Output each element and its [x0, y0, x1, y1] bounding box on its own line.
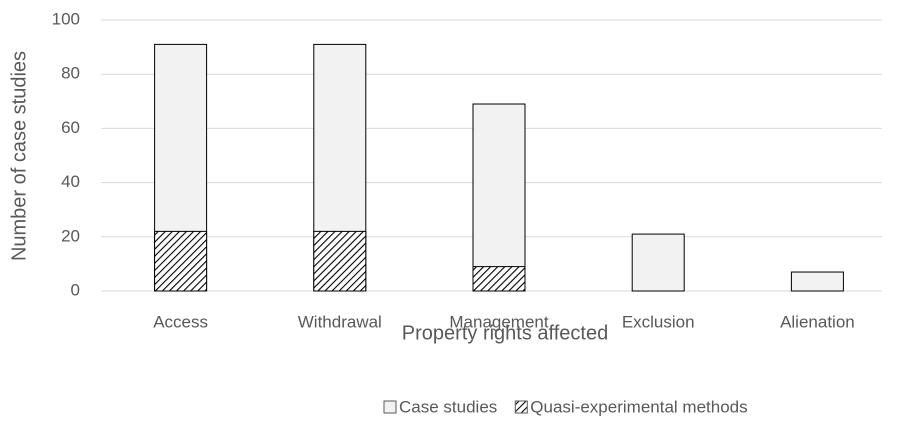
x-tick-label: Withdrawal	[298, 312, 382, 331]
x-tick-label: Alienation	[780, 312, 855, 331]
legend-label: Quasi-experimental methods	[530, 397, 747, 416]
y-tick-label: 80	[61, 64, 80, 83]
bar	[631, 233, 685, 292]
legend-swatch	[514, 400, 528, 414]
bar	[472, 266, 526, 292]
x-tick-label: Management	[449, 312, 549, 331]
x-tick-label: Access	[153, 312, 208, 331]
y-axis-label: Number of case studies	[8, 51, 30, 261]
y-tick-label: 40	[61, 172, 80, 191]
bar	[472, 103, 526, 292]
bar	[154, 230, 208, 292]
y-tick-label: 100	[52, 9, 80, 28]
x-tick-label: Exclusion	[622, 312, 695, 331]
y-tick-label: 20	[61, 226, 80, 245]
legend-swatch	[383, 400, 397, 414]
y-tick-label: 0	[71, 280, 80, 299]
legend-label: Case studies	[399, 397, 497, 416]
bar	[313, 230, 367, 292]
x-axis-label: Property rights affected	[402, 322, 608, 344]
bar	[790, 271, 844, 292]
y-tick-label: 60	[61, 118, 80, 137]
